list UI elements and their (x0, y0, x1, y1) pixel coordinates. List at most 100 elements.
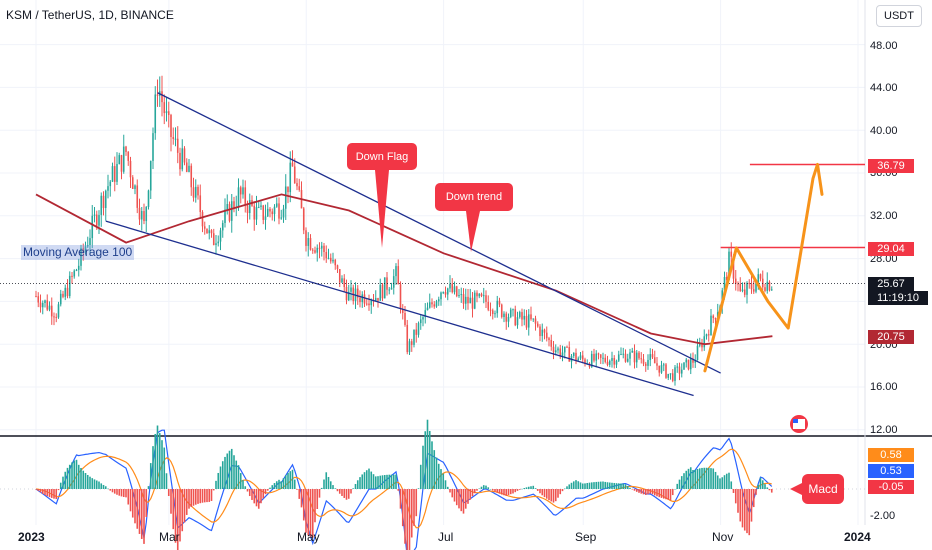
macd-histogram-bar (138, 489, 141, 534)
macd-histogram-bar (597, 481, 600, 489)
candle-body (678, 366, 681, 374)
macd-histogram-bar (417, 488, 420, 489)
candle-body (471, 297, 474, 309)
macd-histogram-bar (338, 489, 341, 494)
candle-body (442, 292, 445, 294)
candle-body (41, 302, 44, 308)
candle-body (343, 278, 346, 288)
candle-body (39, 302, 42, 308)
macd-histogram-bar (759, 477, 762, 489)
macd-histogram-bar (566, 486, 568, 489)
macd-histogram-bar (620, 483, 622, 489)
macd-histogram-bar (728, 472, 730, 489)
macd-histogram-bar (350, 489, 352, 494)
macd-histogram-bar (570, 482, 573, 489)
macd-callout[interactable]: Macd (802, 474, 844, 504)
candle-body (581, 355, 584, 360)
macd-histogram-bar (217, 472, 220, 489)
candle-body (590, 353, 593, 367)
macd-histogram-bar (127, 489, 130, 505)
candle-body (120, 155, 123, 172)
time-tick: Jul (438, 530, 454, 544)
price-tick: 16.00 (870, 381, 898, 393)
candle-body (104, 190, 107, 208)
candle-body (228, 204, 231, 221)
macd-histogram-bar (260, 489, 262, 504)
candle-body (383, 277, 386, 299)
macd-histogram-bar (723, 475, 726, 489)
macd-histogram-bar (548, 489, 550, 501)
macd-histogram-bar (107, 488, 109, 490)
macd-histogram-bar (581, 483, 584, 489)
candle-body (179, 152, 181, 170)
candle-body (161, 91, 163, 103)
candle-body (746, 282, 748, 295)
macd-histogram-bar (552, 489, 555, 503)
macd-histogram-bar (550, 489, 553, 502)
candle-body (93, 214, 96, 216)
candle-body (210, 230, 213, 234)
candle-body (89, 238, 91, 245)
candle-body (728, 251, 730, 281)
macd-histogram-bar (692, 469, 694, 489)
macd-histogram-bar (370, 471, 373, 489)
macd-histogram-bar (109, 489, 112, 491)
candle-body (626, 358, 629, 362)
flag-icon-canton (793, 419, 798, 423)
candle-body (662, 364, 665, 366)
moving-average-label[interactable]: Moving Average 100 (21, 245, 135, 260)
macd-histogram-bar (737, 489, 739, 513)
macd-histogram-bar (95, 480, 98, 489)
candle-body (595, 353, 598, 361)
macd-histogram-bar (615, 483, 618, 489)
macd-histogram-bar (626, 486, 629, 489)
candle-body (55, 316, 58, 318)
candle-body (192, 187, 195, 198)
candle-body (208, 230, 211, 234)
macd-histogram-bar (534, 488, 537, 489)
candle-body (694, 360, 697, 363)
candle-body (521, 312, 523, 320)
candle-body (743, 289, 746, 295)
macd-histogram-bar (401, 489, 404, 527)
macd-histogram-bar (390, 474, 393, 489)
macd-histogram-bar (496, 489, 499, 493)
macd-histogram-bar (156, 425, 159, 489)
down-trend-callout[interactable]: Down trend (435, 183, 513, 211)
macd-histogram-bar (104, 486, 107, 489)
candle-body (629, 352, 631, 359)
macd-histogram-bar (271, 485, 274, 489)
candle-body (599, 354, 602, 358)
macd-histogram-bar (446, 486, 449, 489)
time-tick: Nov (712, 530, 734, 544)
macd-histogram-bar (755, 489, 757, 495)
macd-histogram-bar (500, 489, 503, 495)
candle-body (566, 346, 568, 348)
candle-body (46, 300, 49, 310)
symbol-title[interactable]: KSM / TetherUS, 1D, BINANCE (6, 8, 174, 22)
macd-histogram-bar (167, 489, 170, 496)
macd-histogram-bar (428, 430, 431, 489)
candle-body (750, 283, 753, 290)
down-flag-callout[interactable]: Down Flag (347, 143, 417, 170)
candle-body (269, 208, 271, 212)
macd-histogram-bar (392, 474, 395, 489)
candle-body (622, 353, 625, 355)
macd-histogram-bar (354, 483, 357, 489)
macd-histogram-bar (494, 489, 496, 492)
histogram-value-tag: -0.05 (868, 480, 914, 494)
candle-body (278, 203, 280, 219)
macd-histogram-bar (359, 477, 361, 489)
macd-histogram-bar (44, 489, 46, 496)
macd-histogram-bar (543, 489, 546, 498)
level-tag-29-04: 29.04 (868, 242, 914, 256)
candle-body (647, 359, 649, 366)
macd-histogram-bar (606, 482, 609, 489)
macd-histogram-bar (298, 489, 301, 499)
macd-histogram-bar (685, 470, 688, 489)
candle-body (608, 360, 611, 365)
macd-histogram-bar (188, 489, 190, 509)
currency-button[interactable]: USDT (876, 5, 922, 27)
